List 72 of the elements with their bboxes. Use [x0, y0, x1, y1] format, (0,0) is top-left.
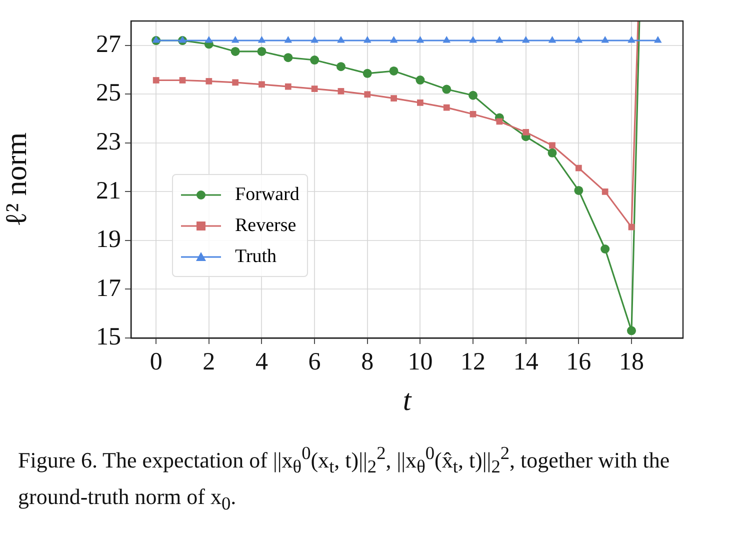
y-tick-label: 23 [96, 128, 121, 156]
point [575, 164, 582, 172]
point [179, 77, 186, 84]
legend-label: Reverse [235, 214, 296, 236]
point [364, 91, 371, 98]
point [442, 84, 452, 94]
point [230, 46, 240, 56]
point [231, 36, 240, 43]
point [338, 88, 344, 94]
point [548, 36, 556, 43]
x-axis-title: t [402, 384, 412, 417]
point [496, 36, 504, 43]
point [232, 79, 239, 86]
y-tick-label: 25 [96, 80, 121, 107]
x-tick-label: 16 [566, 348, 592, 376]
point [362, 68, 372, 78]
point [600, 244, 610, 254]
point [337, 36, 345, 43]
point [628, 36, 636, 43]
x-tick-label: 18 [619, 348, 644, 376]
point [442, 36, 451, 43]
x-tick-label: 10 [408, 348, 433, 376]
point [390, 95, 397, 102]
point [311, 86, 318, 92]
point [257, 46, 266, 56]
point [626, 326, 636, 336]
point [258, 36, 266, 43]
point [310, 56, 320, 65]
point [389, 66, 398, 76]
legend-label: Forward [235, 184, 300, 206]
point [284, 53, 293, 62]
point [522, 129, 530, 136]
point [601, 36, 609, 43]
point [363, 36, 372, 43]
point [284, 83, 292, 90]
point [443, 104, 450, 111]
point [205, 36, 213, 43]
point [574, 36, 583, 43]
x-tick-label: 8 [361, 348, 374, 376]
x-tick-label: 6 [308, 348, 321, 376]
point [416, 76, 425, 85]
point [417, 100, 424, 106]
point [469, 36, 477, 43]
point [602, 188, 608, 195]
point [548, 148, 557, 158]
x-tick-label: 12 [460, 348, 486, 376]
point [310, 36, 318, 43]
point [336, 62, 346, 72]
x-tick-label: 0 [150, 348, 162, 376]
y-tick-label: 27 [96, 30, 121, 58]
x-tick-label: 4 [255, 348, 268, 376]
x-tick-label: 14 [513, 348, 539, 376]
point [258, 81, 265, 88]
y-tick-label: 19 [96, 226, 121, 254]
point [470, 110, 476, 118]
point [416, 36, 424, 43]
point [522, 36, 530, 43]
point [390, 36, 398, 43]
point [284, 36, 292, 43]
point [654, 36, 662, 43]
x-tick-label: 2 [202, 348, 216, 376]
point [206, 78, 212, 84]
y-tick-label: 17 [96, 274, 121, 302]
y-tick-label: 15 [96, 324, 121, 351]
y-axis-title: ℓ² norm [0, 132, 33, 227]
point [574, 186, 584, 195]
y-tick-label: 21 [96, 177, 121, 204]
point [468, 90, 478, 100]
text: Figure 6. The expectation of ||x$_{θ}$$^{0}$(x$_{t}$, t)||$_{2}$$^{2}$, ||x$_{θ}$$^{0}$(x̂$_{t}$, t)||$_{2}$$^{2}$, together with the ground-truth norm of x$_{0}$. [18, 443, 670, 514]
point [152, 77, 160, 84]
legend-label: Truth [235, 246, 277, 268]
point [549, 142, 556, 149]
